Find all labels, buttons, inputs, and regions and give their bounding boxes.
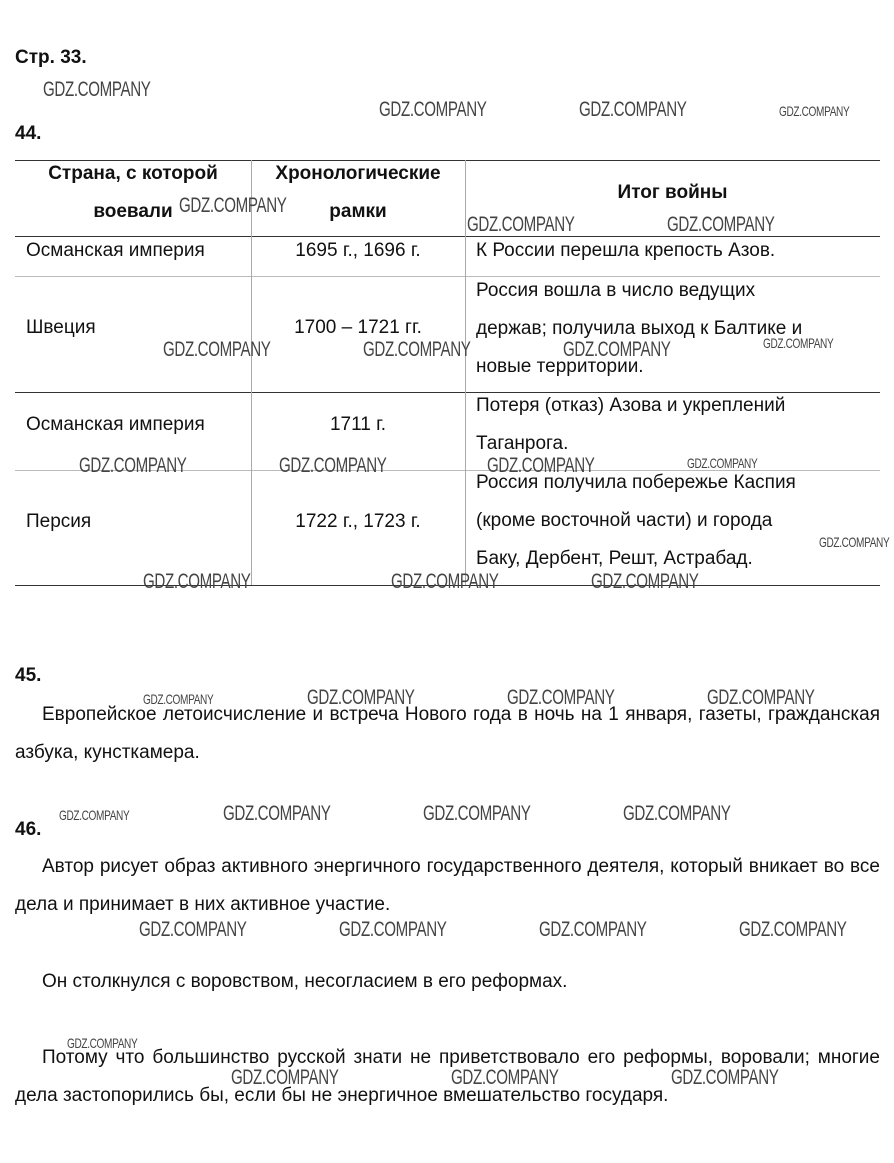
table-border xyxy=(15,160,880,161)
watermark: GDZ.COMPANY xyxy=(163,338,271,361)
header-line: воевали xyxy=(93,201,173,222)
cell-result: Россия вошла в число ведущих держав; пол… xyxy=(476,272,876,386)
result-line: Россия получила побережье Каспия xyxy=(476,472,796,493)
table-border xyxy=(15,585,880,586)
watermark: GDZ.COMPANY xyxy=(59,807,130,823)
task-45-answer: Европейское летоисчисление и встреча Нов… xyxy=(15,704,880,763)
cell-dates: 1695 г., 1696 г. xyxy=(295,240,421,261)
watermark: GDZ.COMPANY xyxy=(339,918,447,941)
table-border xyxy=(15,392,880,393)
header-country: Страна, с которой воевали xyxy=(15,155,251,231)
result-line: новые территории. xyxy=(476,356,644,377)
watermark: GDZ.COMPANY xyxy=(739,918,847,941)
task-45-number: 45. xyxy=(15,665,42,686)
page-reference: Стр. 33. xyxy=(15,47,87,68)
watermark: GDZ.COMPANY xyxy=(391,570,499,593)
watermark: GDZ.COMPANY xyxy=(779,103,850,119)
cell-result: К России перешла крепость Азов. xyxy=(476,232,876,270)
watermark: GDZ.COMPANY xyxy=(591,570,699,593)
watermark: GDZ.COMPANY xyxy=(379,98,487,121)
cell-country: Османская империя xyxy=(26,240,205,261)
task-44-number: 44. xyxy=(15,123,42,144)
watermark: GDZ.COMPANY xyxy=(79,454,187,477)
cell-dates: 1711 г. xyxy=(329,414,387,435)
watermark: GDZ.COMPANY xyxy=(539,918,647,941)
watermark: GDZ.COMPANY xyxy=(667,213,775,236)
column-divider xyxy=(465,160,466,585)
watermark: GDZ.COMPANY xyxy=(67,1035,138,1051)
watermark: GDZ.COMPANY xyxy=(467,213,575,236)
task-46-number: 46. xyxy=(15,819,42,840)
header-line: Страна, с которой xyxy=(48,163,218,184)
watermark: GDZ.COMPANY xyxy=(671,1066,779,1089)
cell-dates: 1700 – 1721 гг. xyxy=(294,317,422,338)
cell-result: Россия получила побережье Каспия (кроме … xyxy=(476,464,876,578)
watermark: GDZ.COMPANY xyxy=(307,686,415,709)
watermark: GDZ.COMPANY xyxy=(179,194,287,217)
watermark: GDZ.COMPANY xyxy=(579,98,687,121)
watermark: GDZ.COMPANY xyxy=(279,454,387,477)
header-result: Итог войны xyxy=(617,182,728,203)
watermark: GDZ.COMPANY xyxy=(143,691,214,707)
result-line: Таганрога. xyxy=(476,433,569,454)
task-46-paragraph: Потому что большинство русской знати не … xyxy=(15,1047,880,1106)
cell-country: Швеция xyxy=(26,317,96,338)
result-line: держав; получила выход к Балтике и xyxy=(476,318,803,339)
task-46-paragraph: Автор рисует образ активного энергичного… xyxy=(15,856,880,915)
result-line: (кроме восточной части) и города xyxy=(476,510,773,531)
table-border xyxy=(15,470,880,471)
result-line: К России перешла крепость Азов. xyxy=(476,240,776,261)
cell-country: Персия xyxy=(26,511,92,532)
header-line: Хронологические xyxy=(275,163,441,184)
header-dates: Хронологические рамки xyxy=(251,155,465,231)
task-46-paragraph: Он столкнулся с воровством, несогласием … xyxy=(42,971,568,992)
watermark: GDZ.COMPANY xyxy=(231,1066,339,1089)
cell-result: Потеря (отказ) Азова и укреплений Таганр… xyxy=(476,387,876,463)
watermark: GDZ.COMPANY xyxy=(819,534,890,550)
cell-dates: 1722 г., 1723 г. xyxy=(295,511,421,532)
watermark: GDZ.COMPANY xyxy=(139,918,247,941)
result-line: Баку, Дербент, Решт, Астрабад. xyxy=(476,548,753,569)
watermark: GDZ.COMPANY xyxy=(363,338,471,361)
watermark: GDZ.COMPANY xyxy=(43,78,151,101)
table-border xyxy=(15,236,880,237)
result-line: Потеря (отказ) Азова и укреплений xyxy=(476,395,786,416)
watermark: GDZ.COMPANY xyxy=(707,686,815,709)
column-divider xyxy=(251,160,252,585)
header-line: рамки xyxy=(329,201,387,222)
watermark: GDZ.COMPANY xyxy=(223,802,331,825)
watermark: GDZ.COMPANY xyxy=(507,686,615,709)
table-border xyxy=(15,276,880,277)
watermark: GDZ.COMPANY xyxy=(451,1066,559,1089)
watermark: GDZ.COMPANY xyxy=(623,802,731,825)
cell-country: Османская империя xyxy=(26,414,205,435)
result-line: Россия вошла в число ведущих xyxy=(476,280,756,301)
watermark: GDZ.COMPANY xyxy=(763,335,834,351)
watermark: GDZ.COMPANY xyxy=(423,802,531,825)
watermark: GDZ.COMPANY xyxy=(687,455,758,471)
watermark: GDZ.COMPANY xyxy=(563,338,671,361)
watermark: GDZ.COMPANY xyxy=(143,570,251,593)
watermark: GDZ.COMPANY xyxy=(487,454,595,477)
